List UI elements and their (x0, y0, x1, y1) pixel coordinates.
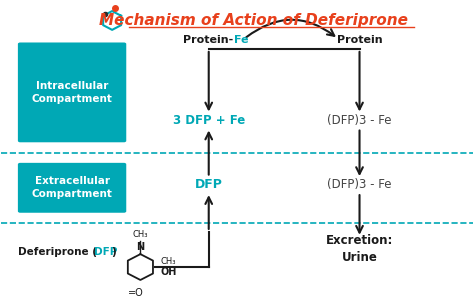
Text: 3 DFP + Fe: 3 DFP + Fe (173, 114, 245, 127)
Text: Mechanism of Action of Deferiprone: Mechanism of Action of Deferiprone (99, 13, 408, 28)
Text: DFP: DFP (195, 178, 223, 191)
Text: Extracellular
Compartment: Extracellular Compartment (32, 176, 112, 199)
Text: CH₃: CH₃ (161, 257, 176, 266)
Text: ): ) (111, 247, 116, 257)
Text: CH₃: CH₃ (133, 230, 148, 239)
Text: Protein: Protein (337, 35, 383, 45)
Text: Excretion:
Urine: Excretion: Urine (326, 234, 393, 265)
Text: (DFP)3 - Fe: (DFP)3 - Fe (327, 178, 392, 191)
Text: Protein-: Protein- (183, 35, 234, 45)
Text: (DFP)3 - Fe: (DFP)3 - Fe (327, 114, 392, 127)
Text: Fe: Fe (234, 35, 248, 45)
Text: Deferiprone (: Deferiprone ( (18, 247, 97, 257)
FancyBboxPatch shape (18, 163, 126, 213)
Text: DFP: DFP (94, 247, 118, 257)
FancyBboxPatch shape (18, 42, 126, 142)
Text: N: N (137, 242, 145, 252)
Text: =O: =O (128, 288, 144, 298)
Text: OH: OH (161, 267, 177, 277)
Text: Intracellular
Compartment: Intracellular Compartment (32, 81, 112, 104)
